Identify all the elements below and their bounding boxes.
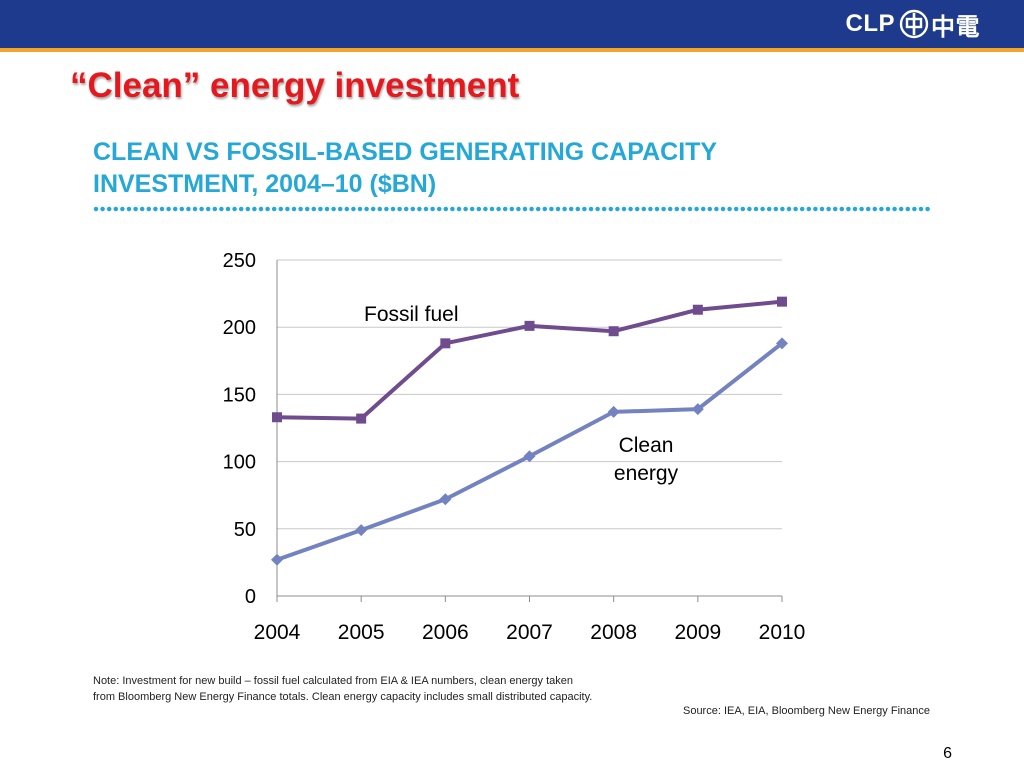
y-tick-label: 0 <box>245 586 256 608</box>
chart-heading-line-1: CLEAN VS FOSSIL-BASED GENERATING CAPACIT… <box>93 138 718 166</box>
x-tick-label: 2004 <box>254 621 301 644</box>
data-point-clean-energy <box>607 405 620 418</box>
y-tick-label: 200 <box>223 317 256 339</box>
data-point-clean-energy <box>776 337 788 350</box>
y-tick-label: 250 <box>223 250 256 272</box>
data-point-fossil-fuel <box>608 326 619 337</box>
y-tick-label: 150 <box>223 384 256 406</box>
slide-title: “Clean” energy investment <box>70 66 520 105</box>
x-tick-label: 2008 <box>590 621 637 644</box>
logo-text: CLP <box>845 10 895 37</box>
series-label-clean-line-2: energy <box>614 462 679 485</box>
y-tick-label: 100 <box>223 452 256 474</box>
x-tick-label: 2005 <box>338 621 385 644</box>
x-tick-label: 2007 <box>506 621 553 644</box>
header-stripe <box>0 48 1024 52</box>
clp-logo: CLP 中電 <box>845 9 981 41</box>
series-label-fossil-fuel: Fossil fuel <box>364 303 459 326</box>
data-point-fossil-fuel <box>524 320 535 331</box>
chart-heading-line-2: INVESTMENT, 2004–10 ($BN) <box>93 170 437 198</box>
footnote: Note: Investment for new build – fossil … <box>93 675 593 703</box>
y-tick-label: 50 <box>234 519 256 541</box>
logo-cjk-text: 中電 <box>931 13 980 41</box>
logo-seal-icon <box>899 9 929 39</box>
chart-heading: CLEAN VS FOSSIL-BASED GENERATING CAPACIT… <box>93 136 873 200</box>
header-bar <box>0 0 1024 48</box>
data-point-clean-energy <box>355 524 368 537</box>
x-tick-label: 2009 <box>674 621 721 644</box>
data-point-fossil-fuel <box>440 338 451 349</box>
data-point-clean-energy <box>691 403 704 416</box>
data-point-clean-energy <box>523 450 536 463</box>
dotted-divider <box>93 206 931 212</box>
source-citation: Source: IEA, EIA, Bloomberg New Energy F… <box>682 705 930 717</box>
data-point-fossil-fuel <box>272 412 282 423</box>
page-number: 6 <box>943 745 952 762</box>
data-point-clean-energy <box>439 493 452 506</box>
data-point-fossil-fuel <box>692 304 703 315</box>
data-point-clean-energy <box>271 553 283 566</box>
data-point-fossil-fuel <box>356 413 367 424</box>
x-tick-label: 2006 <box>422 621 469 644</box>
data-point-fossil-fuel <box>777 296 787 307</box>
series-label-clean-line-1: Clean <box>619 434 674 457</box>
x-tick-label: 2010 <box>759 621 806 644</box>
